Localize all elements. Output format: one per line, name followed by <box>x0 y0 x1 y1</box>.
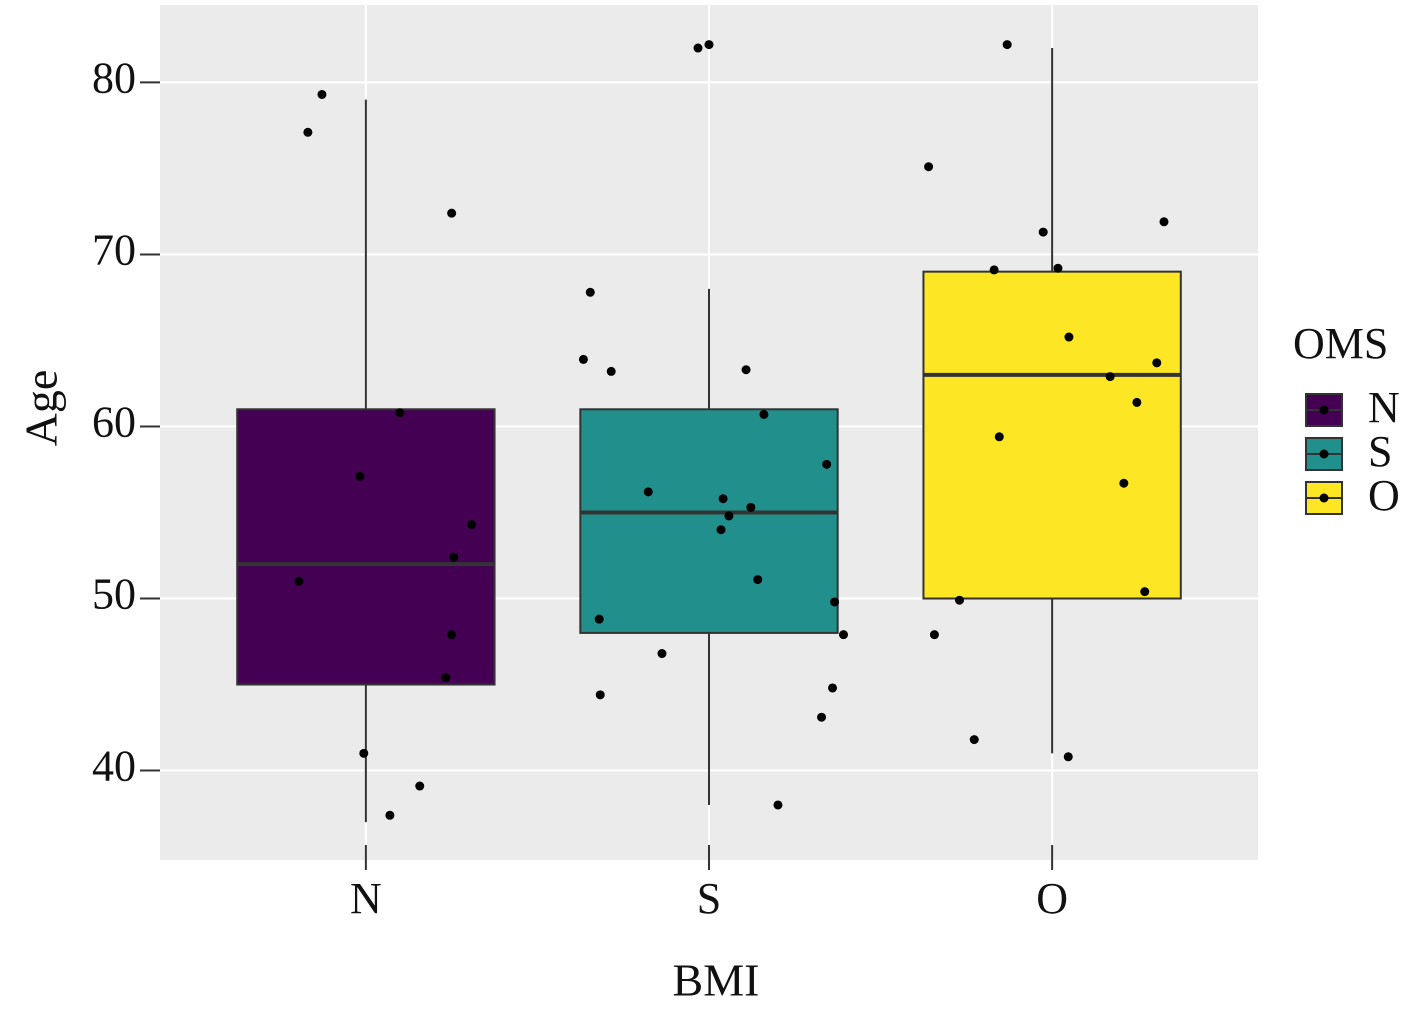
jitter-point <box>595 690 605 700</box>
jitter-point <box>303 127 313 137</box>
jitter-point <box>924 162 934 172</box>
jitter-point <box>828 683 838 693</box>
jitter-point <box>355 471 365 481</box>
legend-key-dot <box>1319 449 1329 459</box>
jitter-point <box>1132 397 1142 407</box>
jitter-point <box>759 409 769 419</box>
jitter-point <box>594 614 604 624</box>
x-tick-label: O <box>1036 874 1068 923</box>
jitter-point <box>657 649 667 659</box>
jitter-point <box>1038 227 1048 237</box>
legend-label: S <box>1368 427 1392 476</box>
jitter-point <box>1053 263 1063 273</box>
jitter-point <box>994 432 1004 442</box>
jitter-point <box>1159 217 1169 227</box>
legend-label: N <box>1368 383 1400 432</box>
jitter-point <box>449 552 459 562</box>
jitter-point <box>773 800 783 810</box>
legend-key-dot <box>1319 405 1329 415</box>
jitter-point <box>817 712 827 722</box>
legend-label: O <box>1368 471 1400 520</box>
jitter-point <box>1152 358 1162 368</box>
jitter-point <box>753 575 763 585</box>
jitter-point <box>1063 752 1073 762</box>
jitter-point <box>1002 40 1012 50</box>
box <box>922 270 1182 600</box>
jitter-point <box>447 630 457 640</box>
jitter-point <box>693 43 703 53</box>
jitter-point <box>1064 332 1074 342</box>
legend-title: OMS <box>1293 319 1388 368</box>
jitter-point <box>716 525 726 535</box>
jitter-point <box>317 89 327 99</box>
y-tick-label: 40 <box>92 742 136 791</box>
jitter-point <box>359 748 369 758</box>
box <box>236 408 496 686</box>
jitter-point <box>585 287 595 297</box>
jitter-point <box>578 354 588 364</box>
jitter-point <box>954 595 964 605</box>
jitter-point <box>718 494 728 504</box>
jitter-point <box>969 735 979 745</box>
x-tick-label: S <box>697 874 721 923</box>
jitter-point <box>643 487 653 497</box>
jitter-point <box>830 597 840 607</box>
jitter-point <box>1119 478 1129 488</box>
marks <box>236 40 1182 823</box>
jitter-point <box>724 511 734 521</box>
jitter-point <box>395 408 405 418</box>
box <box>579 408 839 634</box>
jitter-point <box>447 208 457 218</box>
legend-key-dot <box>1319 493 1329 503</box>
jitter-point <box>822 459 832 469</box>
y-tick-label: 60 <box>92 398 136 447</box>
jitter-point <box>741 365 751 375</box>
jitter-point <box>606 366 616 376</box>
jitter-point <box>415 781 425 791</box>
jitter-point <box>385 810 395 820</box>
x-tick-label: N <box>350 874 382 923</box>
jitter-point <box>989 265 999 275</box>
y-tick-label: 80 <box>92 54 136 103</box>
jitter-point <box>294 576 304 586</box>
jitter-point <box>746 502 756 512</box>
jitter-point <box>467 520 477 530</box>
jitter-point <box>704 40 714 50</box>
jitter-point <box>441 673 451 683</box>
x-axis-title: BMI <box>673 955 760 1006</box>
jitter-point <box>929 630 939 640</box>
y-tick-label: 70 <box>92 226 136 275</box>
jitter-point <box>1140 587 1150 597</box>
y-tick-label: 50 <box>92 570 136 619</box>
y-axis-title: Age <box>16 370 67 447</box>
jitter-point <box>1105 372 1115 382</box>
jitter-point <box>839 630 849 640</box>
